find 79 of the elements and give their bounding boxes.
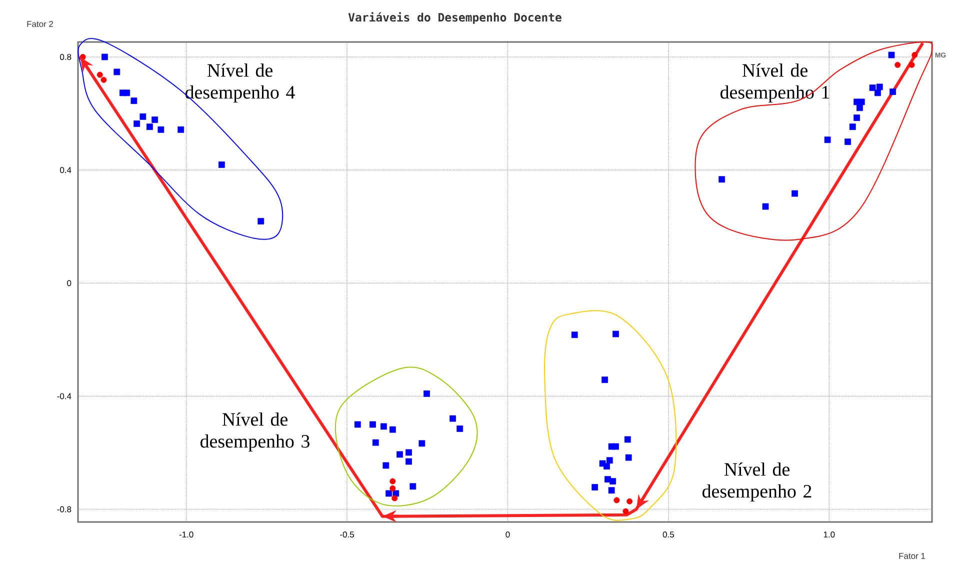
point xyxy=(152,116,158,123)
annotation: Nível de desempenho 2 xyxy=(702,462,812,502)
point xyxy=(844,138,851,145)
x-tick-label: 1.0 xyxy=(824,532,835,538)
point xyxy=(372,439,379,446)
point xyxy=(390,485,396,492)
point xyxy=(876,84,883,90)
point xyxy=(592,484,598,490)
y-tick-label: 0.8 xyxy=(60,54,72,60)
point xyxy=(178,126,184,133)
point xyxy=(571,332,578,338)
point xyxy=(622,508,629,514)
point xyxy=(608,487,615,494)
point xyxy=(410,483,416,490)
point xyxy=(602,376,608,384)
point xyxy=(450,415,456,422)
annotation: Nível de desempenho 4 xyxy=(185,63,295,103)
point xyxy=(874,90,881,96)
point xyxy=(114,68,120,76)
point xyxy=(604,463,610,470)
x-tick-label: -1.0 xyxy=(179,532,194,538)
point xyxy=(134,120,140,127)
point xyxy=(380,423,387,430)
point xyxy=(418,440,426,447)
y-tick-label: 0 xyxy=(67,280,72,286)
point xyxy=(718,176,726,183)
point xyxy=(370,421,376,428)
point xyxy=(849,124,856,130)
point xyxy=(140,113,146,120)
point xyxy=(101,54,108,60)
point xyxy=(612,330,619,338)
point xyxy=(606,457,613,464)
point xyxy=(382,462,390,469)
y-tick-label: -0.4 xyxy=(57,393,72,400)
point xyxy=(890,88,896,95)
point xyxy=(389,426,396,433)
point xyxy=(888,52,895,58)
point xyxy=(856,104,863,112)
point xyxy=(386,490,392,497)
point xyxy=(824,136,831,143)
point xyxy=(894,62,901,68)
point xyxy=(625,454,632,461)
point xyxy=(218,161,225,168)
point xyxy=(792,190,798,197)
y-axis-title: Fator 2 xyxy=(27,21,53,27)
point xyxy=(396,451,403,458)
point xyxy=(392,495,398,502)
x-axis-title: Fator 1 xyxy=(899,553,926,559)
point xyxy=(424,390,430,397)
point xyxy=(908,62,915,68)
x-tick-label: 0 xyxy=(506,532,510,538)
point xyxy=(258,218,264,224)
point xyxy=(406,449,412,456)
point xyxy=(762,203,769,210)
point xyxy=(96,72,103,78)
point xyxy=(614,497,620,504)
point xyxy=(626,498,633,504)
point xyxy=(390,478,396,484)
point xyxy=(869,84,876,91)
point xyxy=(624,436,631,443)
y-tick-label: -0.8 xyxy=(57,506,72,512)
point xyxy=(158,126,164,133)
point xyxy=(456,426,464,432)
point xyxy=(130,98,138,104)
point xyxy=(912,52,918,58)
point xyxy=(854,114,860,121)
point xyxy=(124,90,130,96)
point xyxy=(610,478,616,484)
point xyxy=(612,443,619,450)
point xyxy=(858,98,865,106)
y-tick-label: 0.4 xyxy=(60,167,72,174)
point xyxy=(406,458,412,465)
point xyxy=(354,421,361,428)
point xyxy=(146,124,153,130)
x-tick-label: 0.5 xyxy=(662,532,674,538)
chart-title: Variáveis do Desempenho Docente xyxy=(348,12,562,24)
x-tick-label: -0.5 xyxy=(340,532,354,538)
annotation: Nível de desempenho 3 xyxy=(200,412,310,452)
point xyxy=(100,76,107,83)
